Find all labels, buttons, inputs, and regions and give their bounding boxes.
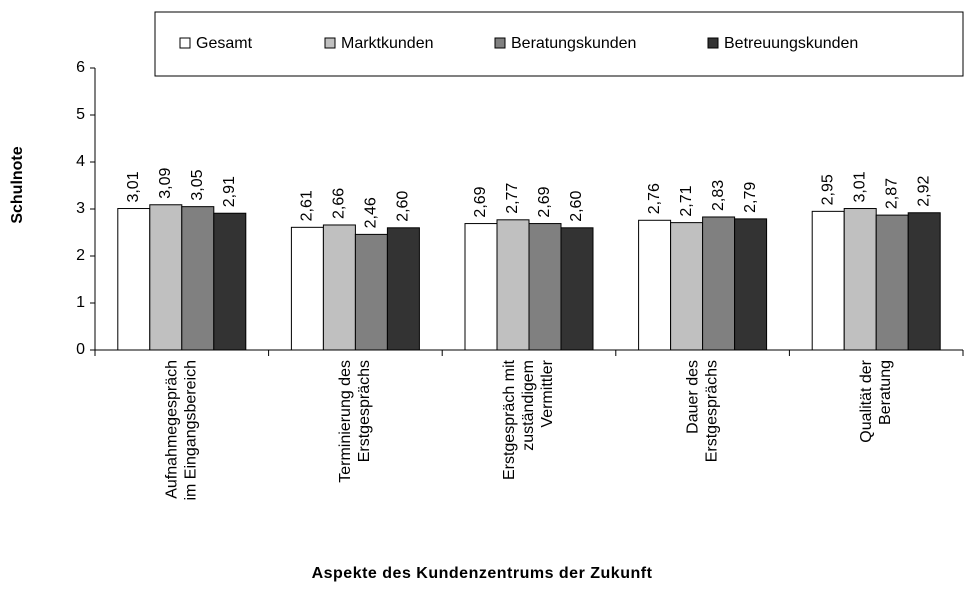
x-tick-label: Erstgesprächs <box>703 360 720 462</box>
y-tick-label: 5 <box>76 106 85 123</box>
legend-label: Marktkunden <box>341 35 434 52</box>
value-label: 3,09 <box>157 168 174 199</box>
value-label: 2,76 <box>646 183 663 214</box>
y-tick-label: 3 <box>76 200 85 217</box>
y-tick-label: 2 <box>76 247 85 264</box>
value-label: 2,79 <box>742 182 759 213</box>
bar <box>322 224 356 351</box>
value-label: 3,05 <box>189 169 206 200</box>
value-label: 2,69 <box>536 186 553 217</box>
value-label: 2,83 <box>710 180 727 211</box>
x-tick-label: Erstgesprächs <box>356 360 373 462</box>
value-label: 2,60 <box>395 191 412 222</box>
x-tick-label: Terminierung des <box>337 360 354 483</box>
value-label: 2,91 <box>221 176 238 207</box>
value-label: 2,95 <box>819 174 836 205</box>
y-axis-title: Schulnote <box>9 146 26 223</box>
y-tick-label: 4 <box>76 153 85 170</box>
value-label: 2,66 <box>331 188 348 219</box>
x-tick-label: Beratung <box>877 360 894 425</box>
x-tick-label: zuständigem <box>520 360 537 451</box>
value-label: 2,61 <box>299 190 316 221</box>
bar <box>464 223 498 351</box>
value-label: 2,60 <box>568 191 585 222</box>
bar <box>213 212 247 351</box>
y-tick-label: 1 <box>76 294 85 311</box>
bar <box>670 222 704 351</box>
bar <box>354 233 388 351</box>
bar <box>843 208 877 351</box>
bar <box>907 212 941 351</box>
value-label: 2,71 <box>678 185 695 216</box>
x-axis-title: Aspekte des Kundenzentrums der Zukunft <box>312 565 653 582</box>
bar <box>290 226 324 351</box>
bar <box>875 214 909 351</box>
x-tick-label: Qualität der <box>858 359 875 442</box>
legend-label: Gesamt <box>196 35 253 52</box>
value-label: 2,69 <box>472 186 489 217</box>
bar <box>560 227 594 351</box>
legend-label: Betreuungskunden <box>724 35 858 52</box>
value-label: 2,87 <box>883 178 900 209</box>
value-label: 3,01 <box>851 171 868 202</box>
legend-box <box>154 11 964 77</box>
bar <box>811 210 845 351</box>
x-tick-label: Vermittler <box>539 359 556 427</box>
value-label: 2,92 <box>915 176 932 207</box>
bar <box>638 219 672 351</box>
legend-swatch <box>324 37 336 49</box>
legend-swatch <box>707 37 719 49</box>
x-tick-label: Dauer des <box>684 360 701 434</box>
x-tick-label: Erstgespräch mit <box>501 359 518 480</box>
value-label: 2,46 <box>363 197 380 228</box>
x-tick-label: Aufnahmegespräch <box>164 360 181 499</box>
bar <box>117 208 151 351</box>
bar <box>496 219 530 351</box>
bar <box>181 206 215 351</box>
y-tick-label: 0 <box>76 341 85 358</box>
bar <box>702 216 736 351</box>
x-tick-label: im Eingangsbereich <box>183 360 200 501</box>
bar <box>149 204 183 351</box>
y-tick-label: 6 <box>76 59 85 76</box>
legend-swatch <box>179 37 191 49</box>
bar <box>734 218 768 351</box>
bar <box>528 223 562 351</box>
value-label: 3,01 <box>125 171 142 202</box>
bar <box>386 227 420 351</box>
legend-label: Beratungskunden <box>511 35 636 52</box>
value-label: 2,77 <box>504 183 521 214</box>
legend-swatch <box>494 37 506 49</box>
